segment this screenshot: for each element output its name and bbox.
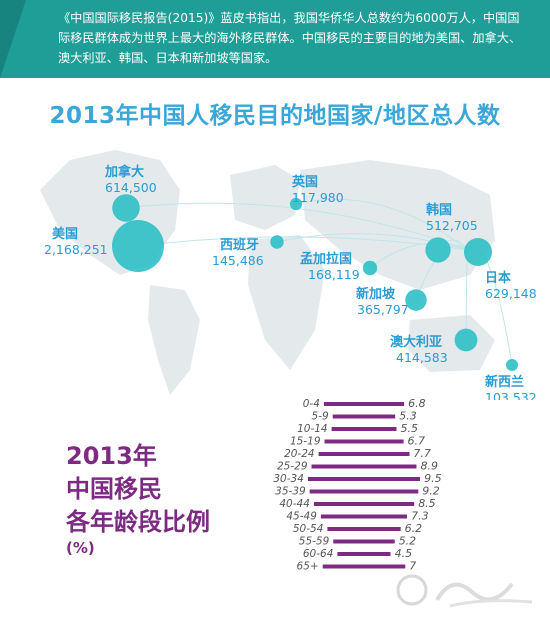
destination-name: 韩国: [426, 202, 452, 218]
destination-value: 168,119: [308, 267, 360, 282]
destination-name: 澳大利亚: [390, 334, 442, 350]
destination-bubble: [506, 359, 518, 371]
age-group-label: 65+: [297, 561, 319, 573]
age-group-label: 0-4: [303, 398, 320, 410]
destination-bubbles: [112, 194, 518, 371]
age-group-label: 15-19: [290, 436, 321, 448]
destination-value: 365,797: [357, 302, 409, 317]
continent-europe: [230, 165, 300, 230]
age-bar: [324, 439, 404, 444]
age-chart-title-line: 各年龄段比例: [66, 508, 210, 536]
destination-bubble: [464, 238, 492, 266]
age-value-label: 9.2: [422, 485, 440, 498]
age-group-label: 30-34: [273, 473, 304, 485]
age-bar: [307, 477, 420, 481]
age-value-label: 4.5: [395, 547, 413, 560]
age-group-label: 50-54: [293, 523, 324, 535]
age-bar: [311, 464, 417, 469]
age-group-label: 25-29: [277, 461, 308, 473]
destination-name: 新加坡: [356, 286, 396, 302]
age-bar: [331, 427, 397, 431]
destination-value: 117,980: [292, 190, 344, 205]
age-group-label: 60-64: [303, 548, 334, 560]
destination-name: 美国: [52, 226, 78, 242]
age-chart-title-line: 中国移民: [66, 475, 162, 503]
continent-africa: [248, 235, 325, 370]
age-bar: [313, 502, 415, 506]
age-value-label: 8.5: [418, 497, 436, 510]
destination-name: 西班牙: [220, 237, 259, 253]
destination-name: 孟加拉国: [300, 251, 352, 267]
age-value-label: 8.9: [421, 460, 439, 473]
destination-bubble: [289, 197, 303, 211]
age-chart-title-line: 2013年: [66, 442, 157, 470]
age-value-label: 7: [409, 560, 416, 573]
destination-value: 629,148: [485, 286, 537, 301]
destination-bubble: [425, 237, 451, 263]
age-bars: 0-4 6.8 5-9 5.3 10-14 5.5 15-19 6.7 20-24 7.7 25-2…: [273, 397, 441, 573]
age-group-label: 10-14: [297, 423, 328, 435]
destination-name: 新西兰: [485, 374, 524, 390]
intro-text: 《中国国际移民报告(2015)》蓝皮书指出，我国华侨华人总数约为6000万人，中…: [58, 11, 522, 65]
destination-bubble: [112, 194, 140, 222]
age-chart-title: 2013年 中国移民 各年龄段比例: [66, 440, 210, 539]
destination-name: 英国: [291, 174, 318, 190]
destination-value: 414,583: [396, 350, 448, 365]
age-bar: [322, 564, 406, 569]
destination-value: 2,168,251: [44, 242, 108, 257]
continent-australia: [408, 315, 495, 372]
age-value-label: 7.7: [413, 447, 431, 460]
age-bar: [320, 514, 407, 519]
age-value-label: 9.5: [424, 472, 442, 485]
age-bar: [323, 402, 405, 406]
age-chart-unit: (%): [66, 539, 95, 557]
destination-name: 日本: [485, 270, 511, 286]
destination-bubble: [405, 289, 427, 311]
banner-corner-decoration: [0, 0, 26, 78]
age-bar: [309, 489, 419, 494]
migration-route: [295, 198, 469, 251]
age-group-label: 5-9: [312, 411, 329, 423]
destination-bubble: [454, 328, 478, 352]
age-bar: [337, 552, 391, 556]
migration-route: [369, 242, 469, 269]
destination-name: 加拿大: [104, 164, 144, 180]
destination-bubble: [112, 220, 164, 272]
age-value-label: 6.8: [408, 397, 426, 410]
age-value-label: 7.3: [411, 510, 429, 523]
continent-south-america: [148, 285, 200, 395]
age-group-label: 35-39: [275, 486, 306, 498]
destination-value: 614,500: [105, 180, 157, 195]
map-chart-title: 2013年中国人移民目的地国家/地区总人数: [49, 103, 501, 129]
age-value-label: 6.2: [405, 522, 423, 535]
age-group-label: 40-44: [279, 498, 310, 510]
destination-value: 512,705: [426, 218, 478, 233]
watermark-logo: [396, 574, 533, 608]
destination-bubble: [362, 260, 378, 276]
age-group-label: 55-59: [299, 536, 330, 548]
age-value-label: 5.5: [401, 422, 419, 435]
header-banner: 《中国国际移民报告(2015)》蓝皮书指出，我国华侨华人总数约为6000万人，中…: [0, 0, 550, 78]
age-value-label: 6.7: [408, 435, 426, 448]
destination-value: 103 532: [485, 390, 537, 400]
age-bar: [333, 539, 395, 544]
age-bar: [327, 527, 401, 531]
destination-bubble: [270, 235, 284, 249]
age-value-label: 5.3: [399, 410, 417, 423]
age-bar: [332, 414, 396, 419]
age-bar: [318, 452, 410, 456]
age-group-label: 20-24: [284, 448, 315, 460]
age-value-label: 5.2: [399, 535, 417, 548]
destination-value: 145,486: [212, 253, 264, 268]
age-group-label: 45-49: [286, 511, 317, 523]
